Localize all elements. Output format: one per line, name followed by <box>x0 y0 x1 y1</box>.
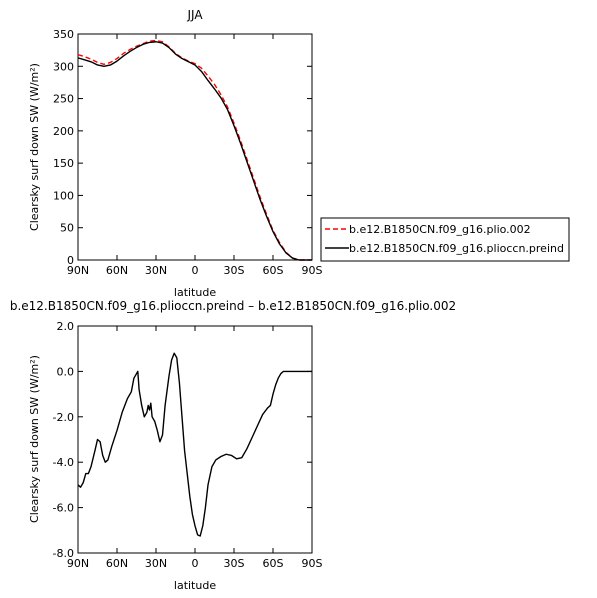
top-y-tick-label: 0 <box>67 254 74 267</box>
top-series-line-0 <box>77 39 312 261</box>
bottom-y-tick-label: 2.0 <box>57 320 75 333</box>
top-y-tick-label: 100 <box>53 189 74 202</box>
bottom-x-tick-label: 90N <box>67 557 89 570</box>
bottom-y-axis-label: Clearsky surf down SW (W/m²) <box>28 355 41 523</box>
bottom-x-tick-label: 60S <box>263 557 284 570</box>
bottom-series-line-0 <box>77 352 312 537</box>
bottom-y-tick-label: 0.0 <box>57 365 75 378</box>
top-y-tick-label: 50 <box>60 222 74 235</box>
top-panel: JJA Clearsky surf down SW (W/m²) latitud… <box>28 8 570 299</box>
top-x-tick-label: 90S <box>302 264 323 277</box>
top-series-line-1 <box>77 41 312 261</box>
legend-label: b.e12.B1850CN.f09_g16.plio.002 <box>349 223 531 236</box>
top-y-tick-label: 200 <box>53 125 74 138</box>
bottom-x-tick-label: 30N <box>145 557 167 570</box>
top-y-tick-label: 350 <box>53 28 74 41</box>
bottom-y-tick-label: -4.0 <box>53 456 74 469</box>
top-x-tick-label: 90N <box>67 264 89 277</box>
legend-label: b.e12.B1850CN.f09_g16.plioccn.preind <box>349 242 564 255</box>
bottom-panel: b.e12.B1850CN.f09_g16.plioccn.preind – b… <box>10 299 456 592</box>
top-x-tick-label: 30S <box>224 264 245 277</box>
top-y-axis-label: Clearsky surf down SW (W/m²) <box>28 63 41 231</box>
bottom-x-axis-label: latitude <box>174 579 216 592</box>
top-plot-area: 0 50 100 150 200 250 300 350 90N 60N 30N 0 30S 60S 90S <box>53 28 323 277</box>
bottom-plot-area: -8.0 -6.0 -4.0 -2.0 0.0 2.0 90N 60N 30N 0 30S 60S 90… <box>53 320 323 570</box>
bottom-x-tick-label: 90S <box>302 557 323 570</box>
top-x-axis-label: latitude <box>174 286 216 299</box>
bottom-x-tick-label: 60N <box>106 557 128 570</box>
top-x-tick-label: 60S <box>263 264 284 277</box>
top-legend: b.e12.B1850CN.f09_g16.plio.002 b.e12.B185… <box>320 217 570 262</box>
bottom-plot-frame <box>77 325 313 554</box>
top-x-tick-label: 30N <box>145 264 167 277</box>
top-y-tick-label: 150 <box>53 157 74 170</box>
bottom-y-tick-label: -8.0 <box>53 547 74 560</box>
bottom-x-tick-label: 0 <box>192 557 199 570</box>
top-plot-frame <box>77 33 313 261</box>
bottom-chart-title: b.e12.B1850CN.f09_g16.plioccn.preind – b… <box>10 299 456 313</box>
top-chart-title: JJA <box>186 8 203 22</box>
top-x-tick-label: 60N <box>106 264 128 277</box>
bottom-x-tick-label: 30S <box>224 557 245 570</box>
top-y-tick-label: 300 <box>53 60 74 73</box>
bottom-y-tick-label: -6.0 <box>53 502 74 515</box>
legend-box <box>320 217 570 262</box>
bottom-y-tick-label: -2.0 <box>53 411 74 424</box>
top-x-tick-label: 0 <box>192 264 199 277</box>
top-y-tick-label: 250 <box>53 93 74 106</box>
